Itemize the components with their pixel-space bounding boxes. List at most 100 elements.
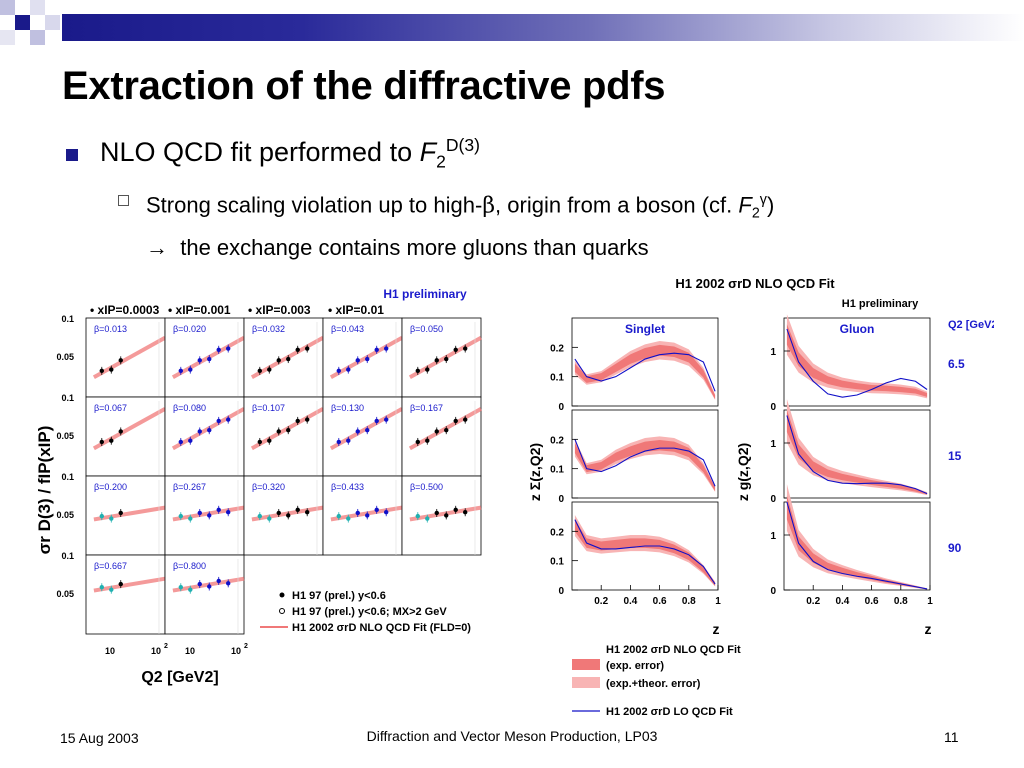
singlet-label: Singlet [625,322,665,336]
data-point [453,507,458,513]
y-tick: 0 [558,402,564,413]
q2-value: 15 [948,449,962,463]
data-point [415,439,420,445]
lo-fit-line [574,352,716,392]
y-tick: 0 [558,586,564,597]
data-point [463,510,468,515]
y-tick: 0.1 [61,393,74,403]
bullet-2-text-rest: , origin from a boson (cf. [495,192,739,218]
data-point [384,346,389,351]
singlet-xlabel: z [713,621,720,637]
panel: β=0.167 [401,396,482,477]
x-tick: 0.6 [653,596,667,607]
y-tick: 0.1 [550,465,564,476]
data-point [197,581,202,587]
panel: β=0.013 [85,317,166,398]
data-point [463,417,468,422]
beta-label: β=0.043 [331,324,364,334]
x-tick-exponent: 2 [244,643,248,650]
y-tick: 0.05 [56,431,74,441]
title-bar-gradient [62,14,1024,41]
data-point [374,507,379,513]
y-tick: 0.05 [56,589,74,599]
data-point [305,346,310,351]
data-point [109,516,114,521]
lo-fit-line [786,328,928,398]
y-tick: 0.1 [550,557,564,568]
y-tick: 0.05 [56,352,74,362]
data-point [425,516,430,521]
bullet-2-line-2: the exchange contains more gluons than q… [168,234,649,260]
y-tick: 0.2 [550,435,564,446]
data-point [216,418,221,424]
data-point [207,584,212,589]
data-point [109,438,114,443]
data-point [276,429,281,434]
y-tick: 0 [770,494,776,505]
beta-label: β=0.013 [94,324,127,334]
data-point [425,367,430,372]
data-point [226,346,231,351]
beta-label: β=0.130 [331,403,364,413]
x-tick: 10 [151,646,161,656]
y-tick: 1 [770,347,776,358]
footer-date: 15 Aug 2003 [60,730,139,746]
pdf-panels: 0.2 0.1 0 Singlet 0.2 0.1 0 0.2 0.1 0 0.2 0.4 0.6 0.8… [550,314,965,607]
data-point [374,418,379,424]
beta-label: β=0.320 [252,482,285,492]
close-paren: ) [766,192,775,218]
data-point [99,439,105,445]
bullet-2-text: Strong scaling violation up to high- [146,192,483,218]
gluon-label: Gluon [840,322,875,336]
data-point [207,427,212,433]
left-panel-grid: β=0.013 β=0.020 β=0.032 β=0.043 β=0.050 β=0.0… [85,317,482,635]
q2-value: 6.5 [948,357,965,371]
y-tick: 0.1 [61,314,74,324]
data-point [444,513,449,518]
column-header: • xIP=0.0003 [90,303,160,317]
data-point [346,367,351,372]
right-legend-theor: (exp.+theor. error) [606,678,701,690]
data-point [305,417,310,422]
f2-superscript: D(3) [445,135,480,155]
data-point [118,429,123,434]
beta-label: β=0.107 [252,403,285,413]
data-point [188,516,193,521]
beta-symbol: β [482,193,496,219]
f2-subscript: 2 [436,151,446,172]
data-point [434,510,439,516]
beta-label: β=0.020 [173,324,206,334]
data-point [374,347,379,352]
x-tick: 0.2 [594,596,608,607]
x-tick: 0.4 [835,596,849,607]
data-point [346,438,351,443]
panel: β=0.667 [85,554,166,635]
panel: β=0.433 [322,475,403,556]
exp-error-band [786,409,928,495]
data-point [226,417,231,422]
data-point [197,358,202,363]
beta-label: β=0.667 [94,561,127,571]
footer-title: Diffraction and Vector Meson Production,… [366,728,658,744]
beta-label: β=0.800 [173,561,206,571]
y-tick: 0 [770,402,776,413]
panel: β=0.130 [322,396,403,477]
beta-label: β=0.500 [410,482,443,492]
data-point [295,418,300,424]
gluon-panel: 1 0 Gluon [770,314,931,413]
beta-label: β=0.200 [94,482,127,492]
pdf-figure: H1 2002 σrD NLO QCD Fit H1 preliminary z… [527,276,994,718]
data-point [453,418,458,424]
panel: β=0.267 [164,475,245,556]
panel: β=0.067 [85,396,166,477]
singlet-ylabel: z Σ(z,Q2) [527,443,543,501]
data-point [257,513,262,519]
y-tick: 0 [770,586,776,597]
hollow-square-bullet-icon [118,195,129,206]
panel: β=0.080 [164,396,245,477]
lo-fit-line [574,439,716,487]
lo-fit-line [574,519,716,585]
beta-label: β=0.267 [173,482,206,492]
right-legend-lo: H1 2002 σrD LO QCD Fit [606,706,733,718]
bullet-1: NLO QCD fit performed to F2D(3) [66,135,480,172]
